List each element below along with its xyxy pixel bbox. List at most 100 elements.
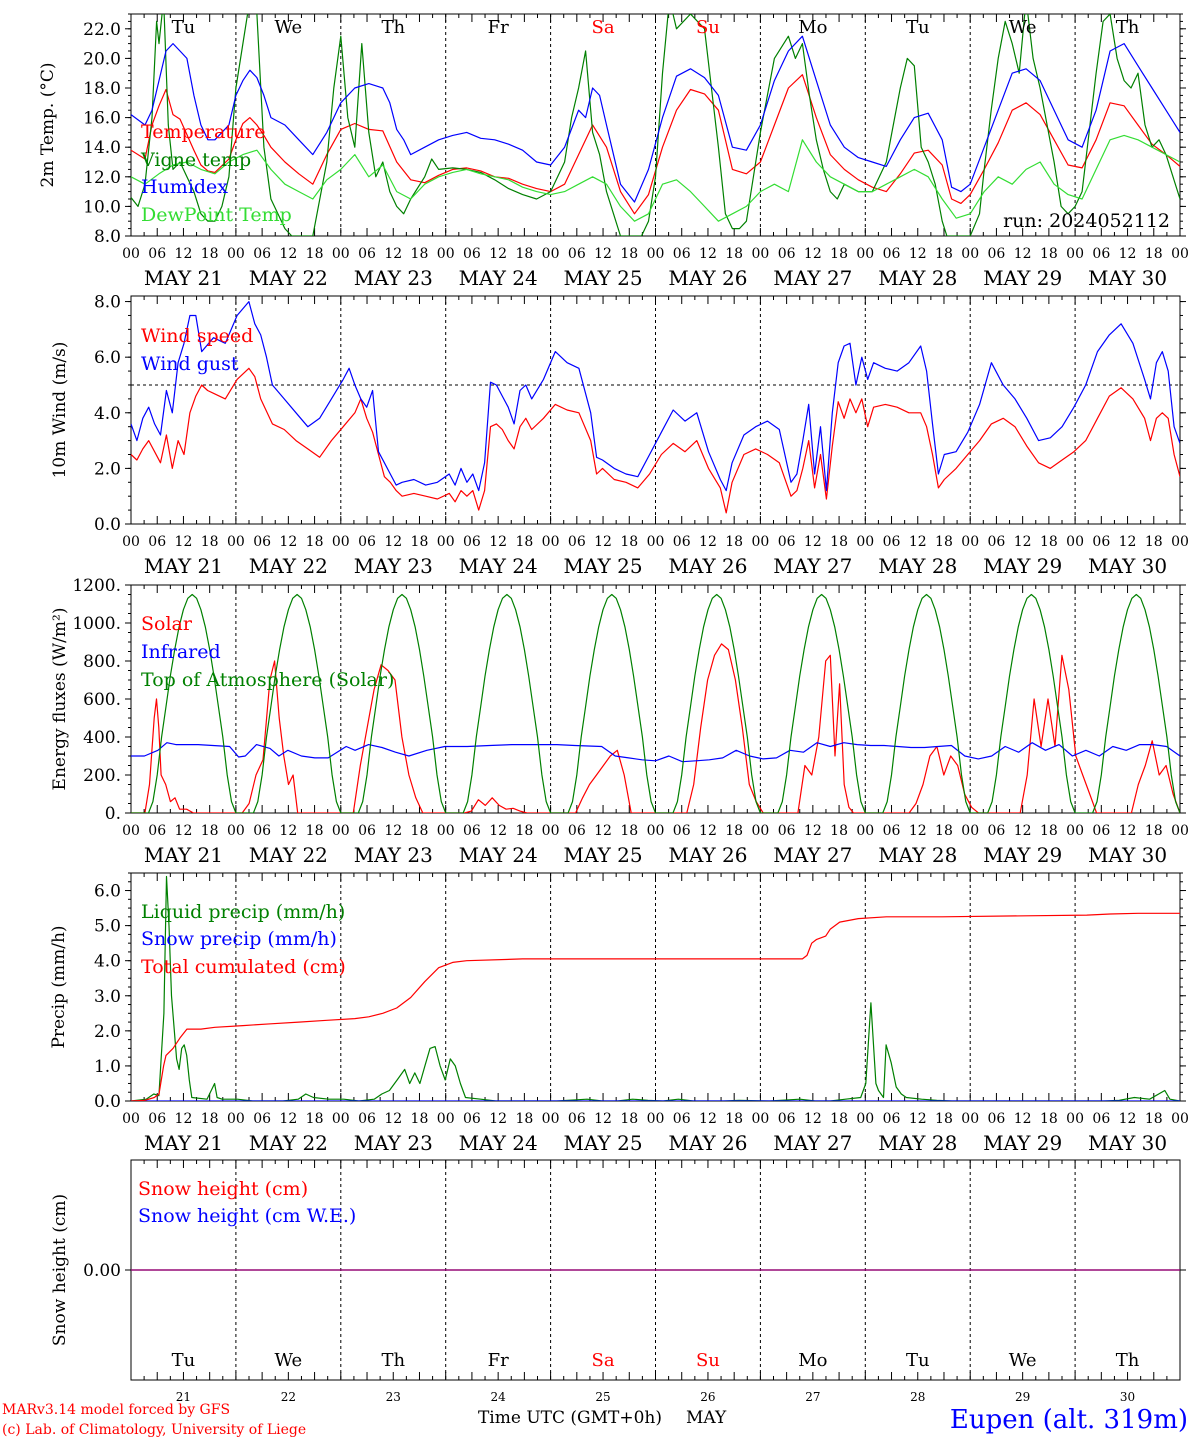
day-number-label: 26 xyxy=(700,1390,715,1404)
hour-label: 18 xyxy=(620,534,638,550)
weekday-label: Mo xyxy=(798,17,827,38)
hour-label: 00 xyxy=(332,534,350,550)
legend-entry: Infrared xyxy=(141,641,221,663)
hour-label: 18 xyxy=(620,823,638,839)
hour-label: 12 xyxy=(1119,534,1137,550)
panel-4: 0.0 1.0 2.0 3.0 4.0 5.0 6.0 Precip (mm/h) Liquid… xyxy=(49,872,1189,1155)
hour-label: 12 xyxy=(804,1111,822,1127)
weekday-label: We xyxy=(275,1350,303,1371)
hour-label: 12 xyxy=(909,823,927,839)
hour-label: 18 xyxy=(515,1111,533,1127)
y-tick-label: 1000. xyxy=(72,614,121,634)
y-tick-label: 12.0 xyxy=(83,168,121,188)
hour-label: 18 xyxy=(725,823,743,839)
day-label: MAY 22 xyxy=(249,1131,328,1155)
day-label: MAY 29 xyxy=(983,266,1062,290)
hour-label: 06 xyxy=(463,246,481,262)
y-axis-label: Energy fluxes (W/m²) xyxy=(50,608,70,791)
hour-label: 12 xyxy=(279,1111,297,1127)
hour-label: 18 xyxy=(830,1111,848,1127)
legend-entry: Total cumulated (cm) xyxy=(141,956,346,978)
day-label: MAY 30 xyxy=(1088,266,1167,290)
weekday-label: Sa xyxy=(592,1350,615,1371)
hour-label: 00 xyxy=(856,534,874,550)
day-label: MAY 24 xyxy=(459,843,538,867)
y-axis-label: Precip (mm/h) xyxy=(49,925,69,1048)
hour-label: 18 xyxy=(1040,1111,1058,1127)
hour-label: 00 xyxy=(1171,823,1189,839)
legend-entry: Top of Atmosphere (Solar) xyxy=(141,669,394,691)
hour-label: 18 xyxy=(1040,246,1058,262)
series-wind-speed xyxy=(131,367,1180,514)
hour-label: 18 xyxy=(306,1111,324,1127)
y-tick-label: 14.0 xyxy=(83,138,121,158)
hour-label: 00 xyxy=(1171,534,1189,550)
hour-label: 18 xyxy=(306,823,324,839)
hour-label: 06 xyxy=(988,823,1006,839)
series-total-cumulated-cm xyxy=(131,912,1180,1101)
hour-label: 00 xyxy=(856,246,874,262)
series-wind-gust xyxy=(131,301,1180,492)
hour-label: 00 xyxy=(437,823,455,839)
hour-label: 18 xyxy=(201,246,219,262)
day-label: MAY 22 xyxy=(249,843,328,867)
day-label: MAY 28 xyxy=(878,266,957,290)
day-label: MAY 25 xyxy=(563,843,642,867)
hour-label: 18 xyxy=(1040,534,1058,550)
hour-label: 06 xyxy=(358,1111,376,1127)
legend-entry: Wind gust xyxy=(141,353,239,375)
hour-label: 18 xyxy=(830,246,848,262)
hour-label: 00 xyxy=(961,1111,979,1127)
hour-label: 00 xyxy=(542,823,560,839)
hour-label: 12 xyxy=(384,1111,402,1127)
run-annotation: run: 2024052112 xyxy=(1003,210,1170,232)
hour-label: 18 xyxy=(830,823,848,839)
y-tick-label: 2.0 xyxy=(94,1022,121,1042)
hour-label: 12 xyxy=(804,246,822,262)
hour-label: 12 xyxy=(489,534,507,550)
hour-label: 12 xyxy=(804,823,822,839)
hour-label: 12 xyxy=(594,246,612,262)
day-label: MAY 22 xyxy=(249,266,328,290)
day-label: MAY 21 xyxy=(144,554,223,578)
hour-label: 12 xyxy=(279,246,297,262)
y-tick-label: 4.0 xyxy=(94,404,121,424)
hour-label: 06 xyxy=(1092,1111,1110,1127)
hour-label: 18 xyxy=(201,1111,219,1127)
y-tick-label: 8.0 xyxy=(94,293,121,313)
series-humidex xyxy=(131,35,1180,203)
hour-label: 06 xyxy=(148,534,166,550)
hour-label: 18 xyxy=(1145,246,1163,262)
hour-label: 12 xyxy=(1014,1111,1032,1127)
legend-entry: Snow height (cm W.E.) xyxy=(138,1205,356,1227)
hour-label: 00 xyxy=(1066,246,1084,262)
day-label: MAY 27 xyxy=(773,554,852,578)
hour-label: 06 xyxy=(148,1111,166,1127)
day-label: MAY 28 xyxy=(878,554,957,578)
day-number-label: 27 xyxy=(805,1390,820,1404)
legend-entry: DewPoint Temp xyxy=(141,204,292,226)
hour-label: 00 xyxy=(1066,1111,1084,1127)
hour-label: 12 xyxy=(909,534,927,550)
hour-label: 12 xyxy=(909,246,927,262)
day-label: MAY 25 xyxy=(563,1131,642,1155)
hour-label: 06 xyxy=(568,534,586,550)
hour-label: 18 xyxy=(935,1111,953,1127)
hour-label: 18 xyxy=(1145,534,1163,550)
hour-label: 00 xyxy=(856,823,874,839)
weekday-label: Fr xyxy=(488,1350,509,1371)
y-tick-label: 20.0 xyxy=(83,49,121,69)
hour-label: 06 xyxy=(673,823,691,839)
hour-label: 06 xyxy=(568,823,586,839)
day-label: MAY 21 xyxy=(144,843,223,867)
series-vigne-temp xyxy=(131,14,1180,236)
hour-label: 12 xyxy=(699,534,717,550)
hour-label: 06 xyxy=(778,534,796,550)
hour-label: 00 xyxy=(227,823,245,839)
day-number-label: 30 xyxy=(1120,1390,1135,1404)
hour-label: 00 xyxy=(647,1111,665,1127)
y-tick-label: 2.0 xyxy=(94,459,121,479)
hour-label: 00 xyxy=(332,1111,350,1127)
series-group xyxy=(131,14,1180,236)
hour-label: 00 xyxy=(122,1111,140,1127)
